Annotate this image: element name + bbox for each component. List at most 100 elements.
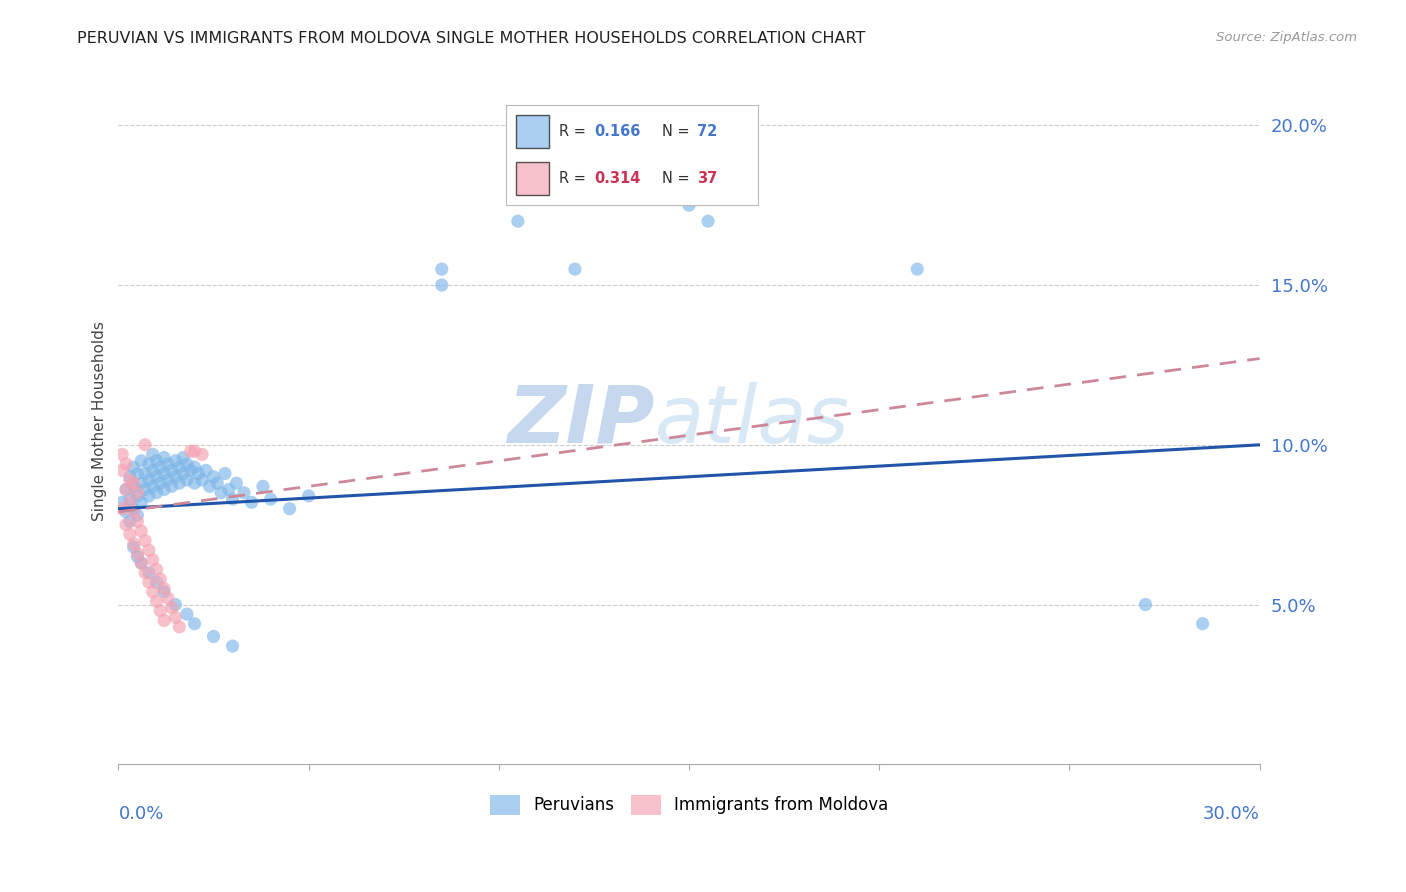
Text: 30.0%: 30.0% xyxy=(1202,805,1260,823)
Point xyxy=(115,457,138,471)
Point xyxy=(142,584,165,599)
Point xyxy=(122,501,145,516)
Point xyxy=(149,604,172,618)
Point xyxy=(564,262,586,277)
Point xyxy=(134,438,156,452)
Point xyxy=(127,515,149,529)
Point xyxy=(138,575,160,590)
Point xyxy=(209,485,232,500)
Point xyxy=(180,444,202,458)
Point xyxy=(127,546,149,560)
Point xyxy=(127,485,149,500)
Text: 0.0%: 0.0% xyxy=(118,805,165,823)
Point xyxy=(202,630,225,644)
Point xyxy=(149,572,172,586)
Text: Source: ZipAtlas.com: Source: ZipAtlas.com xyxy=(1216,31,1357,45)
Point xyxy=(122,479,145,493)
Point xyxy=(198,479,221,493)
Point xyxy=(153,450,176,465)
Point xyxy=(118,515,141,529)
Point xyxy=(1191,616,1213,631)
Point xyxy=(225,476,247,491)
Point xyxy=(218,483,240,497)
Point xyxy=(172,467,194,481)
Point xyxy=(129,476,152,491)
Point xyxy=(156,457,179,471)
Point xyxy=(134,566,156,580)
Point xyxy=(259,492,281,507)
Point xyxy=(153,467,176,481)
Point xyxy=(716,188,738,202)
Point xyxy=(134,483,156,497)
Point xyxy=(145,454,167,468)
Point xyxy=(115,483,138,497)
Point xyxy=(153,582,176,596)
Point xyxy=(153,584,176,599)
Point xyxy=(172,450,194,465)
Point xyxy=(145,575,167,590)
Point xyxy=(142,479,165,493)
Point xyxy=(430,278,453,293)
Point xyxy=(191,473,214,487)
Point xyxy=(183,444,205,458)
Point xyxy=(138,473,160,487)
Point xyxy=(160,479,183,493)
Point xyxy=(176,473,198,487)
Point xyxy=(165,469,187,483)
Point xyxy=(115,483,138,497)
Point xyxy=(127,508,149,522)
Point xyxy=(169,460,191,475)
Point xyxy=(129,524,152,538)
Point xyxy=(506,214,529,228)
Point xyxy=(142,447,165,461)
Point xyxy=(122,460,145,475)
Point xyxy=(118,473,141,487)
Point xyxy=(129,556,152,570)
Point xyxy=(207,476,229,491)
Point xyxy=(176,457,198,471)
Point xyxy=(169,476,191,491)
Point xyxy=(145,562,167,576)
Point xyxy=(156,591,179,606)
Point xyxy=(221,639,243,653)
Point xyxy=(129,495,152,509)
Legend: Peruvians, Immigrants from Moldova: Peruvians, Immigrants from Moldova xyxy=(484,789,896,822)
Point xyxy=(149,476,172,491)
Point xyxy=(252,479,274,493)
Point xyxy=(1135,598,1157,612)
Point xyxy=(111,447,134,461)
Text: PERUVIAN VS IMMIGRANTS FROM MOLDOVA SINGLE MOTHER HOUSEHOLDS CORRELATION CHART: PERUVIAN VS IMMIGRANTS FROM MOLDOVA SING… xyxy=(77,31,866,46)
Point xyxy=(149,460,172,475)
Point xyxy=(697,214,720,228)
Point xyxy=(202,469,225,483)
Point xyxy=(118,469,141,483)
Point xyxy=(138,457,160,471)
Point xyxy=(160,600,183,615)
Point xyxy=(180,463,202,477)
Point xyxy=(187,467,209,481)
Point xyxy=(165,598,187,612)
Point xyxy=(111,501,134,516)
Point xyxy=(142,463,165,477)
Point xyxy=(138,566,160,580)
Point xyxy=(156,473,179,487)
Point xyxy=(298,489,321,503)
Point xyxy=(165,454,187,468)
Point xyxy=(134,467,156,481)
Point xyxy=(160,463,183,477)
Point xyxy=(278,501,301,516)
Point xyxy=(194,463,217,477)
Text: atlas: atlas xyxy=(655,382,849,460)
Point xyxy=(115,517,138,532)
Point xyxy=(138,543,160,558)
Point xyxy=(165,610,187,624)
Point xyxy=(129,556,152,570)
Point xyxy=(183,476,205,491)
Point xyxy=(678,198,700,212)
Point xyxy=(191,447,214,461)
Point xyxy=(153,614,176,628)
Point xyxy=(233,485,256,500)
Text: ZIP: ZIP xyxy=(508,382,655,460)
Point xyxy=(214,467,236,481)
Point xyxy=(134,533,156,548)
